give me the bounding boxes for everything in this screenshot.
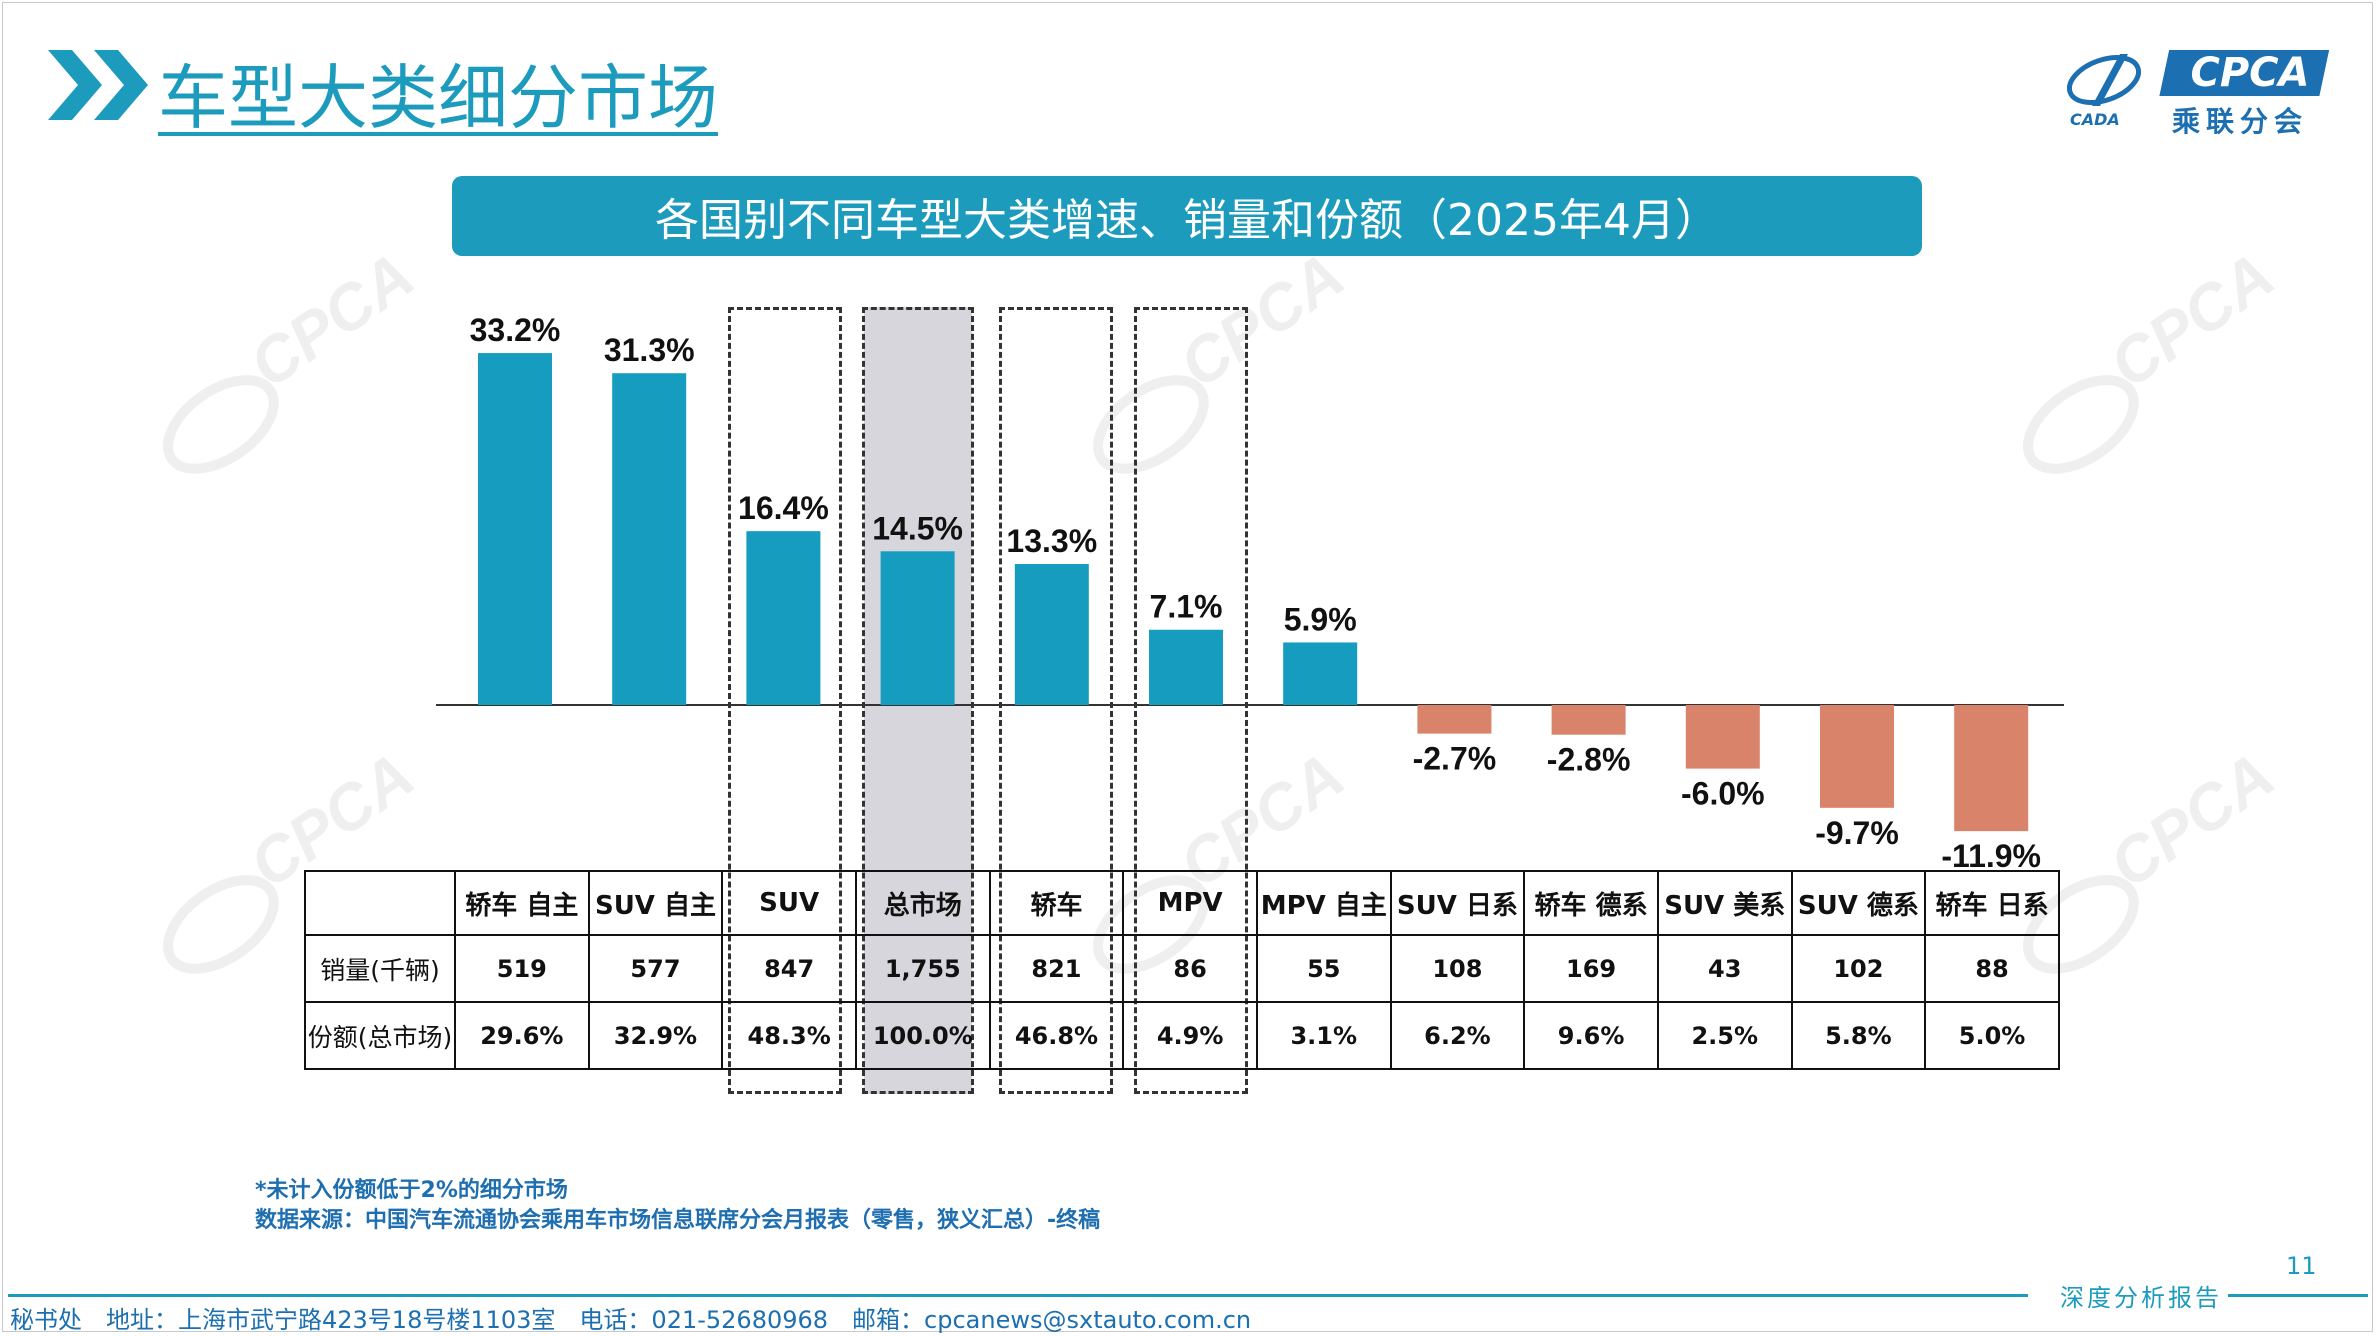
watermark-logo: CPCA <box>120 238 427 540</box>
table-header-row-label <box>304 870 456 936</box>
sales-row-cell: 43 <box>1656 934 1793 1003</box>
page-title: 车型大类细分市场 <box>158 57 718 139</box>
bar-1 <box>612 373 687 705</box>
bar-value-label-1: 31.3% <box>604 332 695 368</box>
bar-value-label-7: -2.7% <box>1413 741 1497 777</box>
watermark-logo: CPCA <box>1980 738 2287 1040</box>
share-row-cell: 46.8% <box>988 1001 1125 1070</box>
sales-row-cell: 88 <box>1924 934 2060 1003</box>
share-row: 份额(总市场) 29.6% 32.9% 48.3% 100.0% 46.8% 4.9% 3.1… <box>304 1001 2060 1070</box>
share-row-cell: 3.1% <box>1255 1001 1392 1070</box>
bar-7 <box>1417 705 1492 734</box>
table-header-row-cell: SUV 自主 <box>587 870 724 936</box>
sales-row: 销量(千辆) 519 577 847 1,755 821 86 55 108 169 43 102 88 <box>304 934 2060 1003</box>
share-row-label: 份额(总市场) <box>304 1001 456 1070</box>
watermark-logo: CPCA <box>1980 238 2287 540</box>
share-row-cell: 29.6% <box>454 1001 590 1070</box>
bar-0 <box>478 353 552 705</box>
sales-row-cell: 55 <box>1255 934 1392 1003</box>
bar-value-label-8: -2.8% <box>1547 742 1631 778</box>
footnote-share: *未计入份额低于2%的细分市场 <box>255 1178 568 1203</box>
share-row-cell: 5.0% <box>1924 1001 2060 1070</box>
suv-highlight-box <box>728 307 842 1094</box>
share-row-cell: 5.8% <box>1790 1001 1927 1070</box>
table-header-row-cell: SUV <box>721 870 857 936</box>
share-row-cell: 2.5% <box>1656 1001 1793 1070</box>
logo-subtext: 乘联分会 <box>2172 105 2309 138</box>
bar-9 <box>1685 705 1760 769</box>
sales-row-cell: 86 <box>1122 934 1258 1003</box>
table-header-row-cell: MPV 自主 <box>1255 870 1392 936</box>
sales-row-cell: 577 <box>587 934 724 1003</box>
sales-row-cell: 102 <box>1790 934 1927 1003</box>
mpv-highlight-box <box>1134 307 1248 1094</box>
bar-3 <box>880 551 955 705</box>
cpca-logo-icon <box>2066 50 2330 106</box>
table-header-row-cell: 轿车 自主 <box>454 870 590 936</box>
table-header-row-cell: SUV 美系 <box>1656 870 1793 936</box>
bar-6 <box>1283 642 1358 705</box>
table-header-row: 轿车 自主 SUV 自主 SUV 总市场 轿车 MPV MPV 自主 SUV 日系 轿车 德系 S… <box>304 870 2060 936</box>
sales-row-cell: 821 <box>988 934 1125 1003</box>
sales-row-cell: 108 <box>1389 934 1526 1003</box>
sales-row-cell: 169 <box>1523 934 1659 1003</box>
table-header-row-cell: MPV <box>1122 870 1258 936</box>
footer-report-tag: 深度分析报告 <box>2060 1284 2222 1312</box>
share-row-cell: 100.0% <box>854 1001 991 1070</box>
table-header-row-cell: SUV 日系 <box>1389 870 1526 936</box>
sales-row-cell: 519 <box>454 934 590 1003</box>
footer-divider-right <box>2228 1294 2368 1297</box>
footer-contact: 秘书处 地址：上海市武宁路423号18号楼1103室 电话：021-526809… <box>10 1306 1252 1334</box>
bar-8 <box>1551 705 1626 735</box>
page-number: 11 <box>2286 1252 2317 1280</box>
bar-4 <box>1014 564 1089 705</box>
total-market-highlight-box <box>862 307 974 1094</box>
chevron-arrows-icon <box>48 50 148 120</box>
bar-5 <box>1149 629 1223 705</box>
share-row-cell: 48.3% <box>721 1001 857 1070</box>
bar-value-label-5: 7.1% <box>1150 589 1223 625</box>
bar-value-label-10: -9.7% <box>1815 815 1899 851</box>
chart-banner-title: 各国别不同车型大类增速、销量和份额（2025年4月） <box>452 176 1922 256</box>
share-row-cell: 9.6% <box>1523 1001 1659 1070</box>
bar-10 <box>1820 705 1894 808</box>
table-header-row-cell: 总市场 <box>854 870 991 936</box>
share-row-cell: 4.9% <box>1122 1001 1258 1070</box>
sales-row-cell: 847 <box>721 934 857 1003</box>
cpca-logo: CPCA 乘联分会 CADA <box>2062 46 2342 138</box>
segment-data-table: 轿车 自主 SUV 自主 SUV 总市场 轿车 MPV MPV 自主 SUV 日系 轿车 德系 S… <box>304 870 2060 1070</box>
bar-value-label-0: 33.2% <box>470 312 561 348</box>
bar-11 <box>1954 705 2029 832</box>
bar-value-label-6: 5.9% <box>1284 601 1357 637</box>
footer-divider <box>8 1294 2028 1297</box>
sedan-highlight-box <box>999 307 1113 1094</box>
footnote-source: 数据来源：中国汽车流通协会乘用车市场信息联席分会月报表（零售，狭义汇总）-终稿 <box>255 1208 1101 1233</box>
bar-2 <box>746 531 821 705</box>
bar-value-label-2: 16.4% <box>738 490 829 526</box>
sales-row-label: 销量(千辆) <box>304 934 456 1003</box>
table-header-row-cell: 轿车 德系 <box>1523 870 1659 936</box>
share-row-cell: 6.2% <box>1389 1001 1526 1070</box>
bar-value-label-3: 14.5% <box>872 510 963 546</box>
logo-text: CPCA <box>2190 50 2310 96</box>
bar-value-label-9: -6.0% <box>1681 776 1765 812</box>
share-row-cell: 32.9% <box>587 1001 724 1070</box>
table-header-row-cell: 轿车 日系 <box>1924 870 2060 936</box>
logo-small-text: CADA <box>2070 110 2120 129</box>
table-header-row-cell: SUV 德系 <box>1790 870 1927 936</box>
bar-value-label-11: -11.9% <box>1941 838 2041 874</box>
table-header-row-cell: 轿车 <box>988 870 1125 936</box>
bar-value-label-4: 13.3% <box>1006 523 1097 559</box>
watermark-logo: CPCA <box>1050 238 1357 540</box>
sales-row-cell: 1,755 <box>854 934 991 1003</box>
